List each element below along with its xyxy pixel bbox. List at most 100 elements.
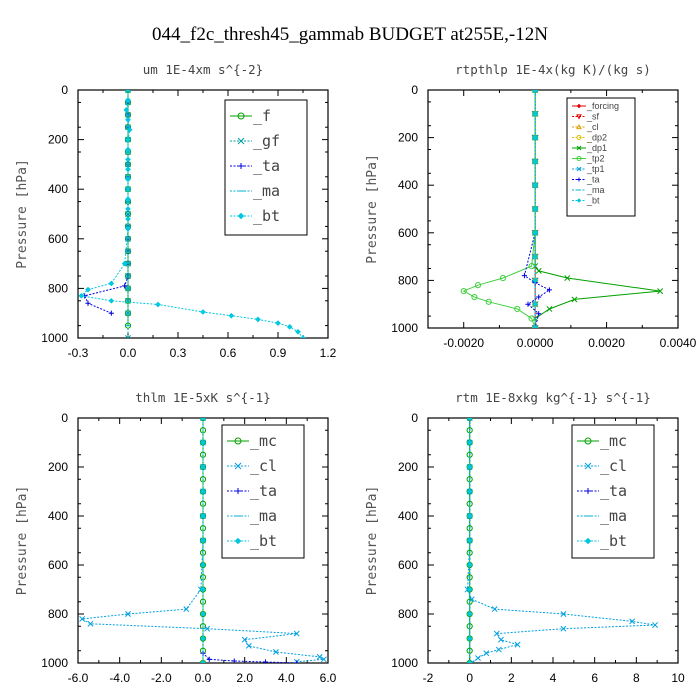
data-point bbox=[262, 659, 269, 663]
panel-title: thlm 1E-5xK s^{-1} bbox=[135, 390, 270, 405]
data-point bbox=[466, 537, 473, 544]
data-point bbox=[294, 660, 300, 663]
data-point bbox=[108, 297, 115, 304]
data-point bbox=[275, 320, 281, 327]
data-point bbox=[532, 229, 539, 236]
x-tick-label: 8 bbox=[633, 671, 640, 685]
data-point bbox=[200, 464, 206, 470]
legend-marker bbox=[585, 488, 591, 494]
data-point bbox=[125, 146, 131, 153]
data-point bbox=[514, 641, 521, 648]
y-tick-label: 1000 bbox=[391, 656, 418, 670]
legend-marker bbox=[238, 163, 244, 169]
data-point bbox=[466, 464, 473, 470]
panel-title: um 1E-4xm s^{-2} bbox=[143, 62, 263, 77]
data-point bbox=[536, 311, 542, 317]
legend-label: _cl bbox=[600, 457, 627, 475]
y-tick-label: 800 bbox=[398, 607, 418, 621]
data-point bbox=[295, 328, 301, 335]
data-point bbox=[125, 335, 131, 338]
y-tick-label: 400 bbox=[398, 509, 418, 523]
data-point bbox=[525, 301, 531, 307]
legend-label: _ma bbox=[600, 507, 627, 525]
legend-label: _ta bbox=[600, 482, 627, 500]
data-point bbox=[629, 618, 636, 625]
y-tick-label: 0 bbox=[61, 411, 68, 425]
panel-title: rtpthlp 1E-4x(kg K)/(kg s) bbox=[455, 62, 651, 77]
data-point bbox=[320, 656, 327, 663]
data-point bbox=[85, 300, 91, 306]
data-point bbox=[200, 309, 206, 315]
legend-marker bbox=[584, 537, 592, 545]
data-point bbox=[546, 287, 553, 293]
legend-marker bbox=[576, 103, 582, 109]
legend-label: _f bbox=[253, 107, 271, 125]
x-tick-label: 0.6 bbox=[220, 346, 237, 360]
legend-label: _bt bbox=[253, 207, 280, 225]
data-point bbox=[499, 274, 507, 282]
x-tick-label: 0.0 bbox=[195, 671, 212, 685]
data-point bbox=[204, 625, 211, 632]
data-point bbox=[125, 176, 131, 183]
data-point bbox=[532, 277, 539, 284]
legend-label: _bt bbox=[586, 196, 600, 206]
data-point bbox=[255, 316, 261, 323]
data-point bbox=[532, 90, 539, 93]
y-tick-label: 800 bbox=[48, 607, 68, 621]
data-point bbox=[122, 283, 128, 289]
y-tick-label: 0 bbox=[411, 411, 418, 425]
legend-marker bbox=[584, 462, 592, 470]
data-point bbox=[108, 310, 114, 316]
data-point bbox=[466, 611, 473, 617]
data-point bbox=[228, 312, 235, 319]
data-point bbox=[483, 650, 490, 657]
x-tick-label: 2.0 bbox=[236, 671, 253, 685]
legend-label: _mc bbox=[250, 432, 277, 450]
data-point bbox=[85, 286, 91, 293]
legend-marker bbox=[576, 166, 582, 172]
data-point bbox=[316, 653, 323, 660]
x-tick-label: 0 bbox=[466, 671, 473, 685]
x-tick-label: -0.3 bbox=[68, 346, 89, 360]
x-tick-label: 6 bbox=[591, 671, 598, 685]
legend-marker bbox=[576, 145, 582, 151]
x-tick-label: -2.0 bbox=[151, 671, 172, 685]
y-tick-label: 600 bbox=[398, 226, 418, 240]
data-point bbox=[126, 126, 133, 133]
data-point bbox=[79, 615, 86, 622]
data-point bbox=[231, 658, 237, 663]
data-point bbox=[206, 656, 212, 662]
data-point bbox=[125, 225, 131, 232]
legend-marker bbox=[234, 537, 242, 545]
y-tick-label: 1000 bbox=[391, 321, 418, 335]
data-point bbox=[475, 655, 481, 662]
x-tick-label: 0.3 bbox=[170, 346, 187, 360]
data-point bbox=[521, 273, 528, 279]
series-layer bbox=[460, 90, 664, 328]
x-tick-label: 10 bbox=[671, 671, 685, 685]
x-tick-label: 4 bbox=[550, 671, 557, 685]
series-line-ta bbox=[84, 90, 129, 314]
legend: _mc _cl _ta _ma _bt bbox=[571, 424, 655, 559]
data-point bbox=[474, 282, 482, 289]
legend-label: _bt bbox=[600, 532, 627, 550]
legend-label: _ta bbox=[250, 482, 277, 500]
data-point bbox=[241, 636, 248, 643]
data-point bbox=[108, 280, 115, 287]
legend-label: _ma bbox=[250, 507, 277, 525]
data-point bbox=[245, 642, 252, 649]
data-point bbox=[125, 196, 131, 203]
data-point bbox=[532, 158, 539, 165]
legend-label: _ta bbox=[253, 157, 280, 175]
data-point bbox=[532, 110, 539, 117]
data-point bbox=[200, 586, 206, 593]
x-tick-label: -4.0 bbox=[109, 671, 130, 685]
legend-marker bbox=[237, 137, 245, 145]
y-axis-label: Pressure [hPa] bbox=[365, 154, 380, 264]
y-axis-label: Pressure [hPa] bbox=[365, 486, 380, 596]
legend: _f _gf _ta _ma _bt bbox=[224, 99, 308, 236]
data-point bbox=[514, 305, 521, 313]
y-tick-label: 800 bbox=[398, 273, 418, 287]
x-tick-label: 0.0000 bbox=[517, 336, 554, 350]
